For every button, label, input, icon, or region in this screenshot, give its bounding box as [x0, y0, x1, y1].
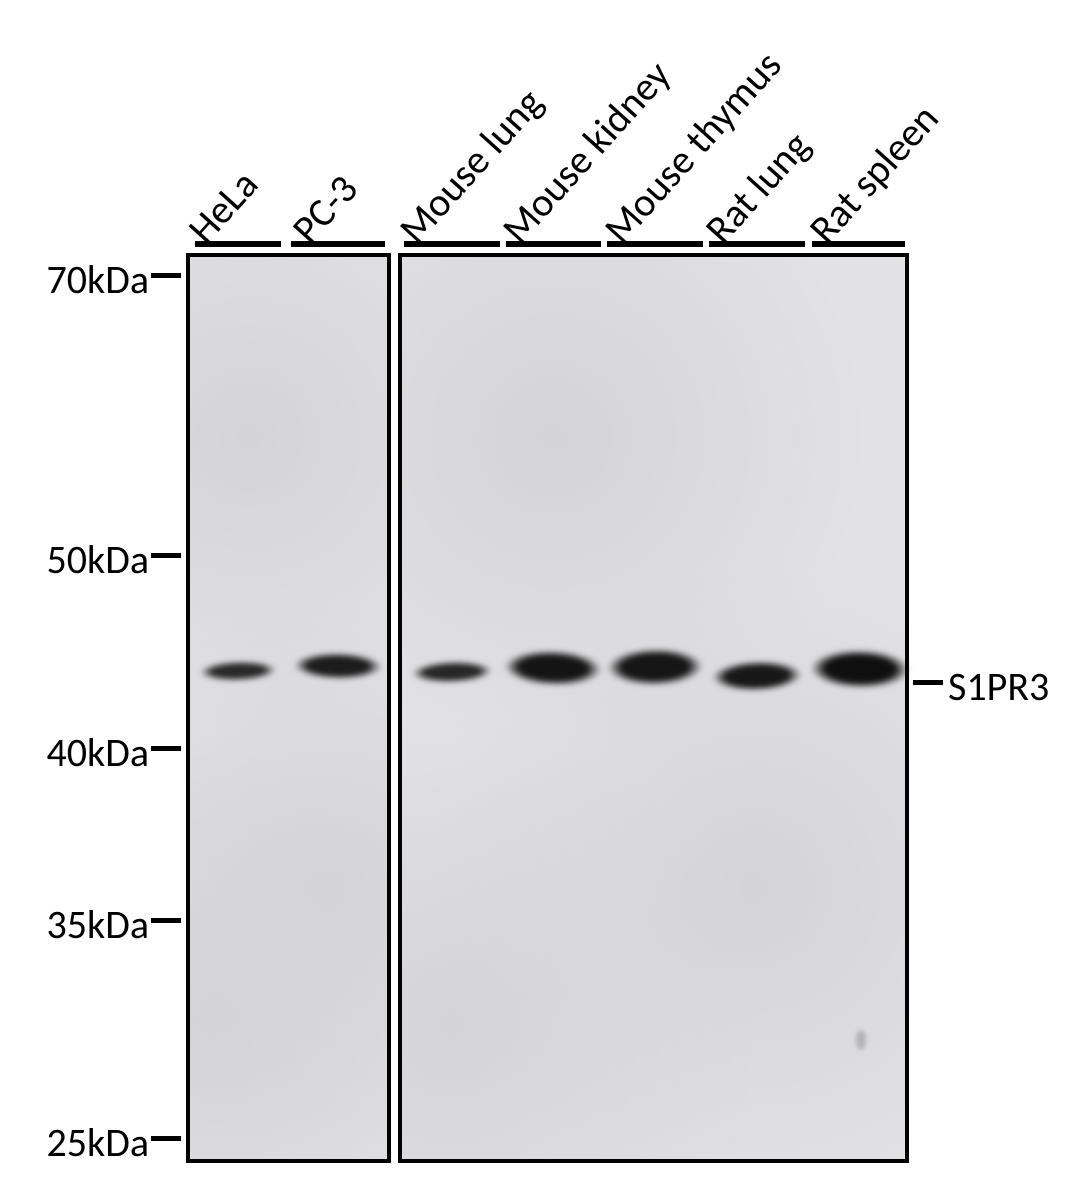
mw-tick	[151, 746, 181, 751]
protein-band	[292, 650, 385, 682]
lane-label: HeLa	[178, 160, 268, 253]
mw-label: 40kDa	[47, 728, 150, 777]
membrane-right	[402, 257, 905, 1159]
s1pr3-label: S1PR3	[948, 662, 1049, 711]
mw-tick	[151, 273, 181, 278]
blot-panel-left	[186, 253, 391, 1163]
s1pr3-tick	[913, 680, 943, 685]
mw-tick	[151, 553, 181, 558]
artifact-speck	[856, 1030, 866, 1050]
protein-band	[605, 645, 706, 689]
mw-label: 70kDa	[47, 255, 150, 304]
mw-label: 35kDa	[47, 900, 150, 949]
mw-label: 25kDa	[47, 1118, 150, 1167]
protein-band	[808, 646, 913, 692]
membrane-left	[190, 257, 387, 1159]
lane-label: Rat spleen	[799, 94, 949, 253]
blot-panel-right	[398, 253, 909, 1163]
mw-label: 50kDa	[47, 535, 150, 584]
western-blot-figure: 70kDa50kDa40kDa35kDa25kDa HeLaPC-3Mouse …	[0, 0, 1080, 1188]
mw-tick	[151, 1136, 181, 1141]
mw-tick	[151, 918, 181, 923]
lane-label: PC-3	[282, 165, 368, 253]
